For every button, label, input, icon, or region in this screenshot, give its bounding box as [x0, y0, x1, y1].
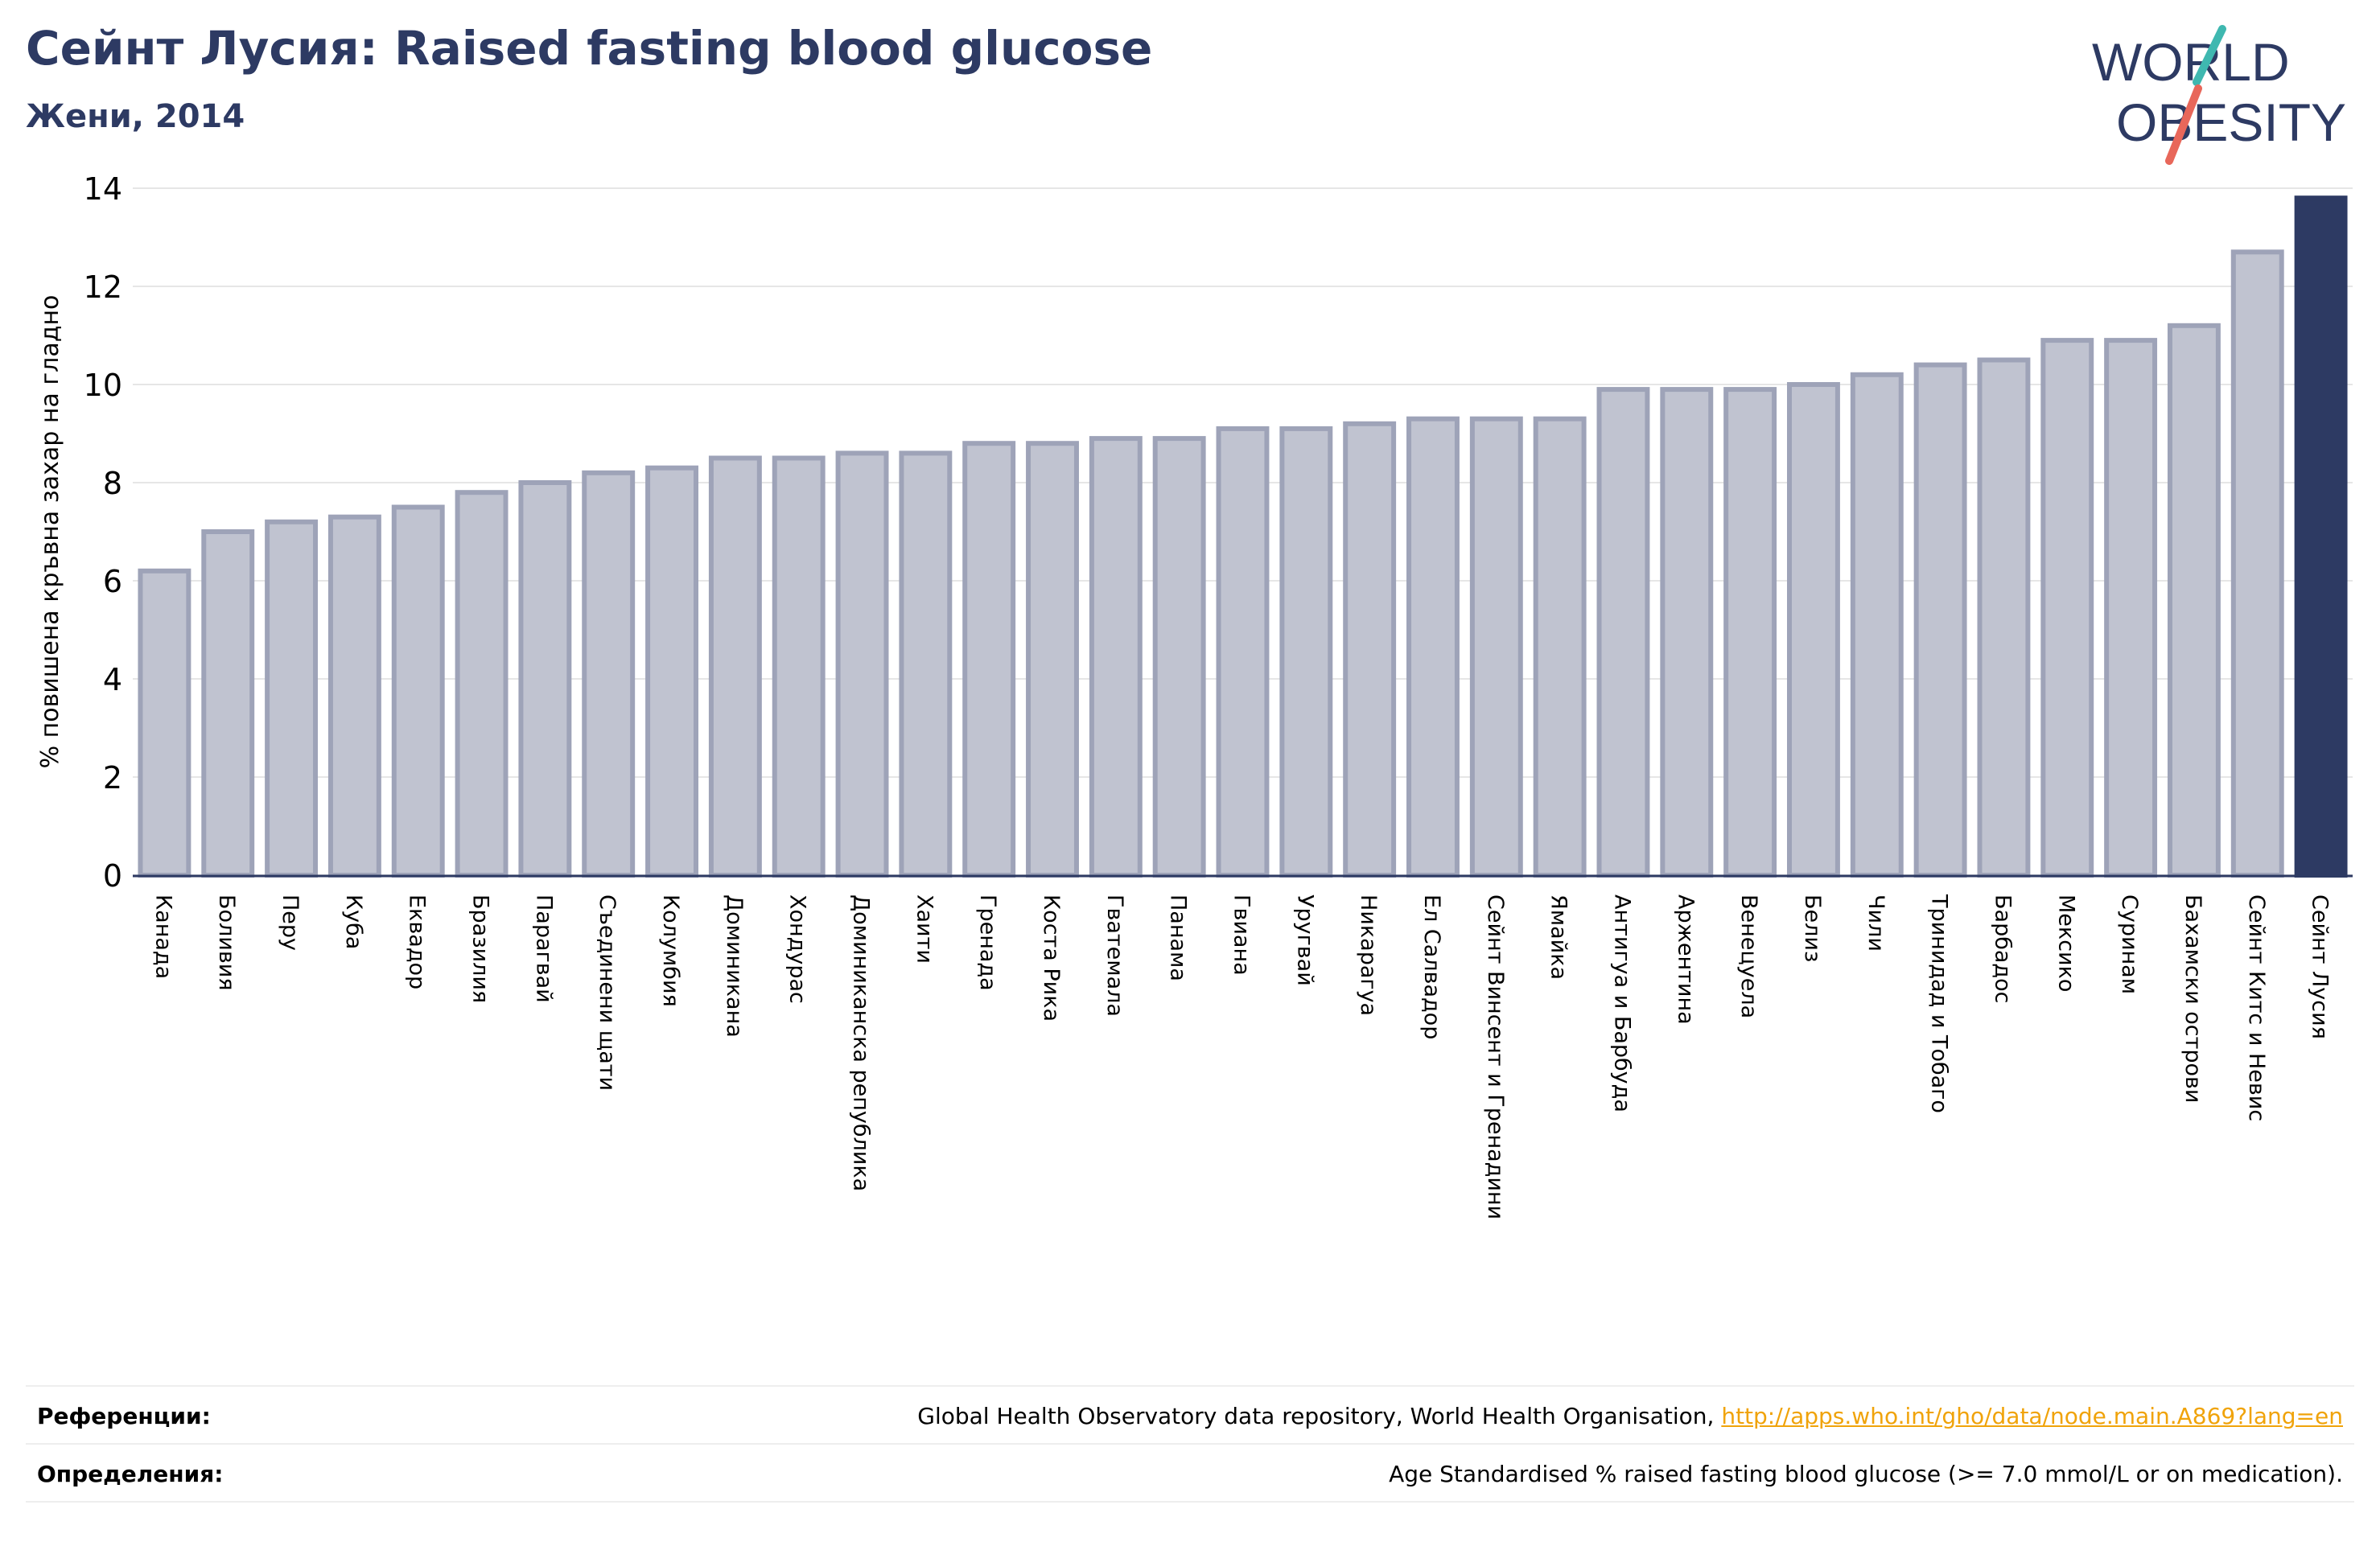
x-tick-label: Сейнт Винсент и Гренадини [1483, 894, 1508, 1219]
definitions-text: Age Standardised % raised fasting blood … [1389, 1461, 2343, 1487]
x-tick-label: Белиз [1800, 894, 1825, 962]
x-tick-label: Барбадос [1990, 894, 2015, 1003]
x-tick-label: Тринидад и Тобаго [1927, 894, 1952, 1113]
x-tick-label: Суринам [2117, 894, 2142, 994]
bar [2167, 323, 2221, 878]
x-tick-label: Хондурас [785, 894, 810, 1004]
x-tick-label: Доминиканска република [849, 894, 874, 1191]
bar [962, 441, 1016, 878]
x-tick-label: Бахамски острови [2180, 894, 2205, 1103]
x-tick-label: Хаити [912, 894, 937, 964]
x-tick-label: Парагвай [531, 894, 556, 1003]
bar [1787, 382, 1840, 878]
bars [138, 195, 2348, 878]
x-tick-label: Гвиана [1229, 894, 1254, 976]
bar [1913, 362, 1967, 878]
y-tick-label: 6 [103, 564, 122, 599]
bar [899, 450, 953, 878]
y-tick-label: 8 [103, 466, 122, 501]
y-tick-label: 2 [103, 760, 122, 796]
bar [2104, 338, 2158, 878]
x-tick-label: Сейнт Китс и Невис [2244, 894, 2269, 1121]
bar [2294, 195, 2348, 878]
x-tick-label: Венецуела [1736, 894, 1761, 1018]
bar [1977, 357, 2031, 878]
bar [455, 490, 509, 878]
x-tick-label: Съединени щати [595, 894, 620, 1091]
bar [1152, 436, 1206, 878]
x-tick-label: Панама [1166, 894, 1191, 981]
bar [265, 519, 319, 878]
x-tick-label: Боливия [214, 894, 239, 991]
x-tick-label: Куба [341, 894, 366, 949]
bar [1533, 416, 1587, 878]
chart-title: Сейнт Лусия: Raised fasting blood glucos… [26, 21, 1153, 76]
x-tick-label: Гватемала [1102, 894, 1127, 1017]
bar [391, 504, 445, 878]
x-tick-label: Еквадор [405, 894, 430, 989]
bar [772, 455, 826, 878]
x-tick-label: Никарагуа [1356, 894, 1381, 1016]
bar [1216, 426, 1270, 878]
logo-slash-teal [2193, 25, 2226, 86]
y-tick-label: 4 [103, 662, 122, 697]
x-tick-label: Аржентина [1673, 894, 1698, 1025]
x-tick-label: Ел Салвадор [1419, 894, 1444, 1039]
bar [327, 514, 381, 878]
references-link[interactable]: http://apps.who.int/gho/data/node.main.A… [1721, 1403, 2343, 1429]
y-tick-labels: 0 2 4 6 8 10 12 14 [84, 171, 122, 894]
logo-line-1: WORLD [2092, 32, 2290, 92]
bar [1660, 387, 1714, 878]
y-tick-label: 0 [103, 858, 122, 894]
bar [645, 465, 698, 878]
bar [201, 529, 255, 878]
x-tick-label: Бразилия [468, 894, 493, 1003]
logo-slash-red [2165, 84, 2202, 165]
x-tick-label: Сейнт Лусия [2308, 894, 2333, 1039]
world-obesity-logo: WORLD OBESITY [2092, 25, 2346, 165]
bar [1343, 421, 1397, 878]
definitions-row: Определения: Age Standardised % raised f… [26, 1443, 2354, 1503]
y-tick-label: 10 [84, 368, 122, 403]
y-tick-label: 12 [84, 269, 122, 305]
chart-subtitle: Жени, 2014 [26, 98, 245, 135]
y-axis-label: % повишена кръвна захар на гладно [36, 295, 64, 769]
x-tick-labels: Канада Боливия Перу Куба Еквадор Бразилия Пара… [150, 894, 2332, 1219]
logo-line-2: OBESITY [2116, 93, 2346, 152]
bar [1850, 372, 1904, 878]
x-tick-label: Перу [278, 894, 303, 951]
x-tick-label: Чили [1863, 894, 1888, 952]
x-tick-label: Гренада [975, 894, 1000, 991]
bar [1723, 387, 1777, 878]
bar-chart: 0 2 4 6 8 10 12 14 Канада Боливия Перу Куба Еквадор… [36, 171, 2353, 1219]
x-tick-label: Канада [150, 894, 175, 979]
bar [708, 455, 762, 878]
x-tick-label: Доминикана [722, 894, 747, 1038]
bar [1279, 426, 1333, 878]
references-text: Global Health Observatory data repositor… [917, 1403, 1715, 1429]
x-tick-label: Антигуа и Барбуда [1609, 894, 1634, 1112]
bar [518, 480, 572, 878]
definitions-label: Определения: [37, 1461, 224, 1487]
bar [1089, 436, 1143, 878]
bar [1596, 387, 1650, 878]
x-tick-label: Ямайка [1546, 894, 1571, 980]
bar [835, 450, 889, 878]
bar [2230, 249, 2284, 878]
x-tick-label: Колумбия [658, 894, 683, 1007]
references-label: Референции: [37, 1403, 211, 1429]
bar [582, 470, 636, 878]
bar [1406, 416, 1460, 878]
x-tick-label: Коста Рика [1039, 894, 1064, 1022]
x-tick-label: Мексико [2053, 894, 2078, 992]
bar [1469, 416, 1523, 878]
bar [138, 568, 191, 878]
x-tick-label: Уругвай [1292, 894, 1317, 986]
bar [1026, 441, 1079, 878]
bar [2040, 338, 2094, 878]
references-row: Референции: Global Health Observatory da… [26, 1385, 2354, 1443]
references-value: Global Health Observatory data repositor… [917, 1403, 2343, 1429]
y-tick-label: 14 [84, 171, 122, 207]
